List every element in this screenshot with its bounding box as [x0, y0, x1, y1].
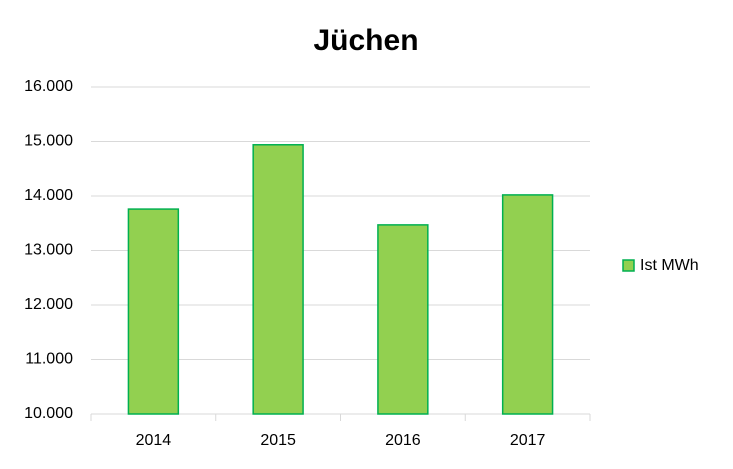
legend-label: Ist MWh — [640, 257, 699, 274]
y-tick-label: 15.000 — [24, 133, 73, 150]
bar — [377, 224, 429, 415]
legend-swatch — [622, 259, 635, 272]
y-tick-label: 14.000 — [24, 187, 73, 204]
bar — [252, 144, 304, 415]
x-tick-label: 2017 — [510, 432, 546, 449]
chart-title: Jüchen — [313, 24, 418, 57]
x-tick-label: 2016 — [385, 432, 421, 449]
x-tick-label: 2015 — [260, 432, 296, 449]
y-tick-label: 13.000 — [24, 242, 73, 259]
x-tick-label: 2014 — [136, 432, 172, 449]
y-tick-label: 16.000 — [24, 78, 73, 95]
y-tick-label: 11.000 — [25, 351, 73, 368]
y-tick-label: 10.000 — [24, 405, 73, 422]
y-tick-label: 12.000 — [24, 296, 73, 313]
bar — [127, 208, 180, 415]
bar — [501, 194, 554, 415]
